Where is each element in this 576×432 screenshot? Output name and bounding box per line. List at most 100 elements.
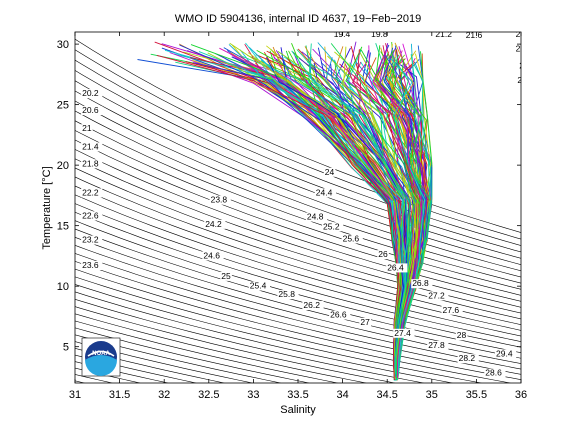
contour-label-background [332, 32, 354, 39]
contour-label: 27.8 [428, 340, 445, 350]
y-tick-label: 20 [57, 160, 69, 172]
y-tick-label: 25 [57, 100, 69, 112]
contour-label: 24.6 [203, 250, 220, 260]
x-tick-label: 32.5 [198, 389, 219, 401]
contour-label: 23.8 [211, 195, 228, 205]
density-contour-line [75, 110, 521, 278]
x-axis-label: Salinity [280, 404, 316, 416]
density-contour-line [75, 245, 521, 364]
contour-label-background [81, 124, 93, 134]
y-tick-label: 5 [63, 342, 69, 354]
profile-trace [256, 50, 404, 375]
profile-trace [198, 51, 401, 381]
contour-label-background [441, 305, 463, 315]
y-axis-label: Temperature [°C] [41, 166, 53, 249]
contour-label: 21.8 [82, 158, 99, 168]
density-contour-line [0, 211, 2, 384]
y-axis: 5 10 15 20 25 30 [57, 39, 521, 354]
density-contour-line [0, 195, 29, 383]
density-contour-line [75, 158, 521, 308]
contour-label-background [81, 211, 103, 221]
chart-title: WMO ID 5904136, internal ID 4637, 19−Feb… [175, 13, 421, 25]
contour-label-background [386, 263, 408, 273]
contour-label-background [322, 222, 344, 232]
contour-label-background [377, 250, 389, 260]
density-contour-line [75, 139, 521, 296]
contour-label: 22.6 [516, 43, 533, 53]
contour-label-background [81, 188, 103, 198]
density-contour-labels: 20.2 20.6 21 21.4 21.8 22.2 22.6 23.2 23.6 23.8 24… [81, 29, 534, 378]
contour-label-background [277, 290, 299, 300]
x-tick-label: 31.5 [109, 389, 130, 401]
contour-label-background [514, 32, 521, 39]
contour-label: 24.8 [307, 212, 324, 222]
contour-label-background [305, 212, 328, 222]
contour-label-background [248, 281, 270, 291]
density-contour-line [75, 313, 367, 383]
contour-label-background [514, 44, 521, 54]
density-contour-line [75, 228, 521, 354]
contour-label: 21.2 [435, 29, 452, 39]
x-tick-label: 35.5 [466, 389, 487, 401]
contour-label: 26 [378, 249, 388, 259]
contour-label-background [81, 106, 103, 116]
density-contour-line [75, 59, 521, 246]
noaa-logo-text: NOAA [92, 351, 110, 357]
density-contour-line [75, 167, 521, 314]
x-tick-label: 33.5 [287, 389, 308, 401]
x-axis: 31 31.5 32 32.5 33 33.5 34 34.5 35 35.5 36 [69, 32, 527, 401]
contour-label: 24.4 [316, 187, 333, 197]
contour-label: 25.4 [250, 281, 267, 291]
density-contour-line [75, 260, 521, 375]
density-contour-line [75, 253, 521, 370]
density-contour-line [75, 211, 521, 342]
contour-label-background [323, 167, 336, 177]
x-tick-label: 36 [515, 389, 527, 401]
contour-label-background [427, 340, 449, 350]
contour-label: 26.4 [387, 262, 404, 272]
contour-label: 21.6 [466, 30, 483, 40]
density-contour-line [75, 284, 482, 383]
contour-label: 22.6 [82, 210, 99, 220]
contour-label-background [516, 75, 521, 85]
x-tick-label: 34.5 [376, 389, 397, 401]
density-contour-line [75, 185, 521, 325]
contour-label-background [220, 271, 232, 281]
density-contour-line [75, 100, 521, 272]
contour-label-background [427, 291, 449, 301]
density-contour-line [75, 120, 521, 284]
contour-label: 20.6 [82, 105, 99, 115]
density-contour-line [75, 203, 521, 337]
contour-label-background [202, 251, 224, 261]
density-contour-line [75, 298, 424, 383]
contour-label: 28.6 [485, 368, 502, 378]
contour-label: 28 [457, 330, 467, 340]
y-tick-label: 15 [57, 221, 69, 233]
contour-label: 26.6 [330, 310, 347, 320]
contour-label-background [81, 159, 103, 169]
density-contour-line [75, 130, 521, 290]
density-contour-line [75, 291, 453, 383]
contour-label: 23.4 [517, 75, 534, 85]
x-tick-label: 33 [247, 389, 259, 401]
contour-label: 25.8 [278, 289, 295, 299]
x-tick-label: 35 [426, 389, 438, 401]
contour-label-background [341, 234, 363, 244]
contour-label-background [434, 32, 456, 39]
contour-label: 19.4 [334, 29, 351, 39]
contour-label: 23.2 [82, 235, 99, 245]
contour-label: 21.4 [82, 141, 99, 151]
density-contours [0, 38, 521, 384]
contour-label-background [495, 349, 517, 359]
x-tick-label: 34 [336, 389, 348, 401]
contour-label: 25 [221, 271, 231, 281]
noaa-logo: NOAA [81, 337, 121, 377]
density-contour-line [75, 90, 521, 265]
contour-label-background [411, 279, 433, 289]
contour-label: 29.4 [496, 348, 513, 358]
contour-label: 24.2 [205, 219, 222, 229]
density-contour-line [75, 176, 521, 320]
contour-label: 27.4 [394, 328, 411, 338]
contour-label-background [370, 32, 392, 39]
